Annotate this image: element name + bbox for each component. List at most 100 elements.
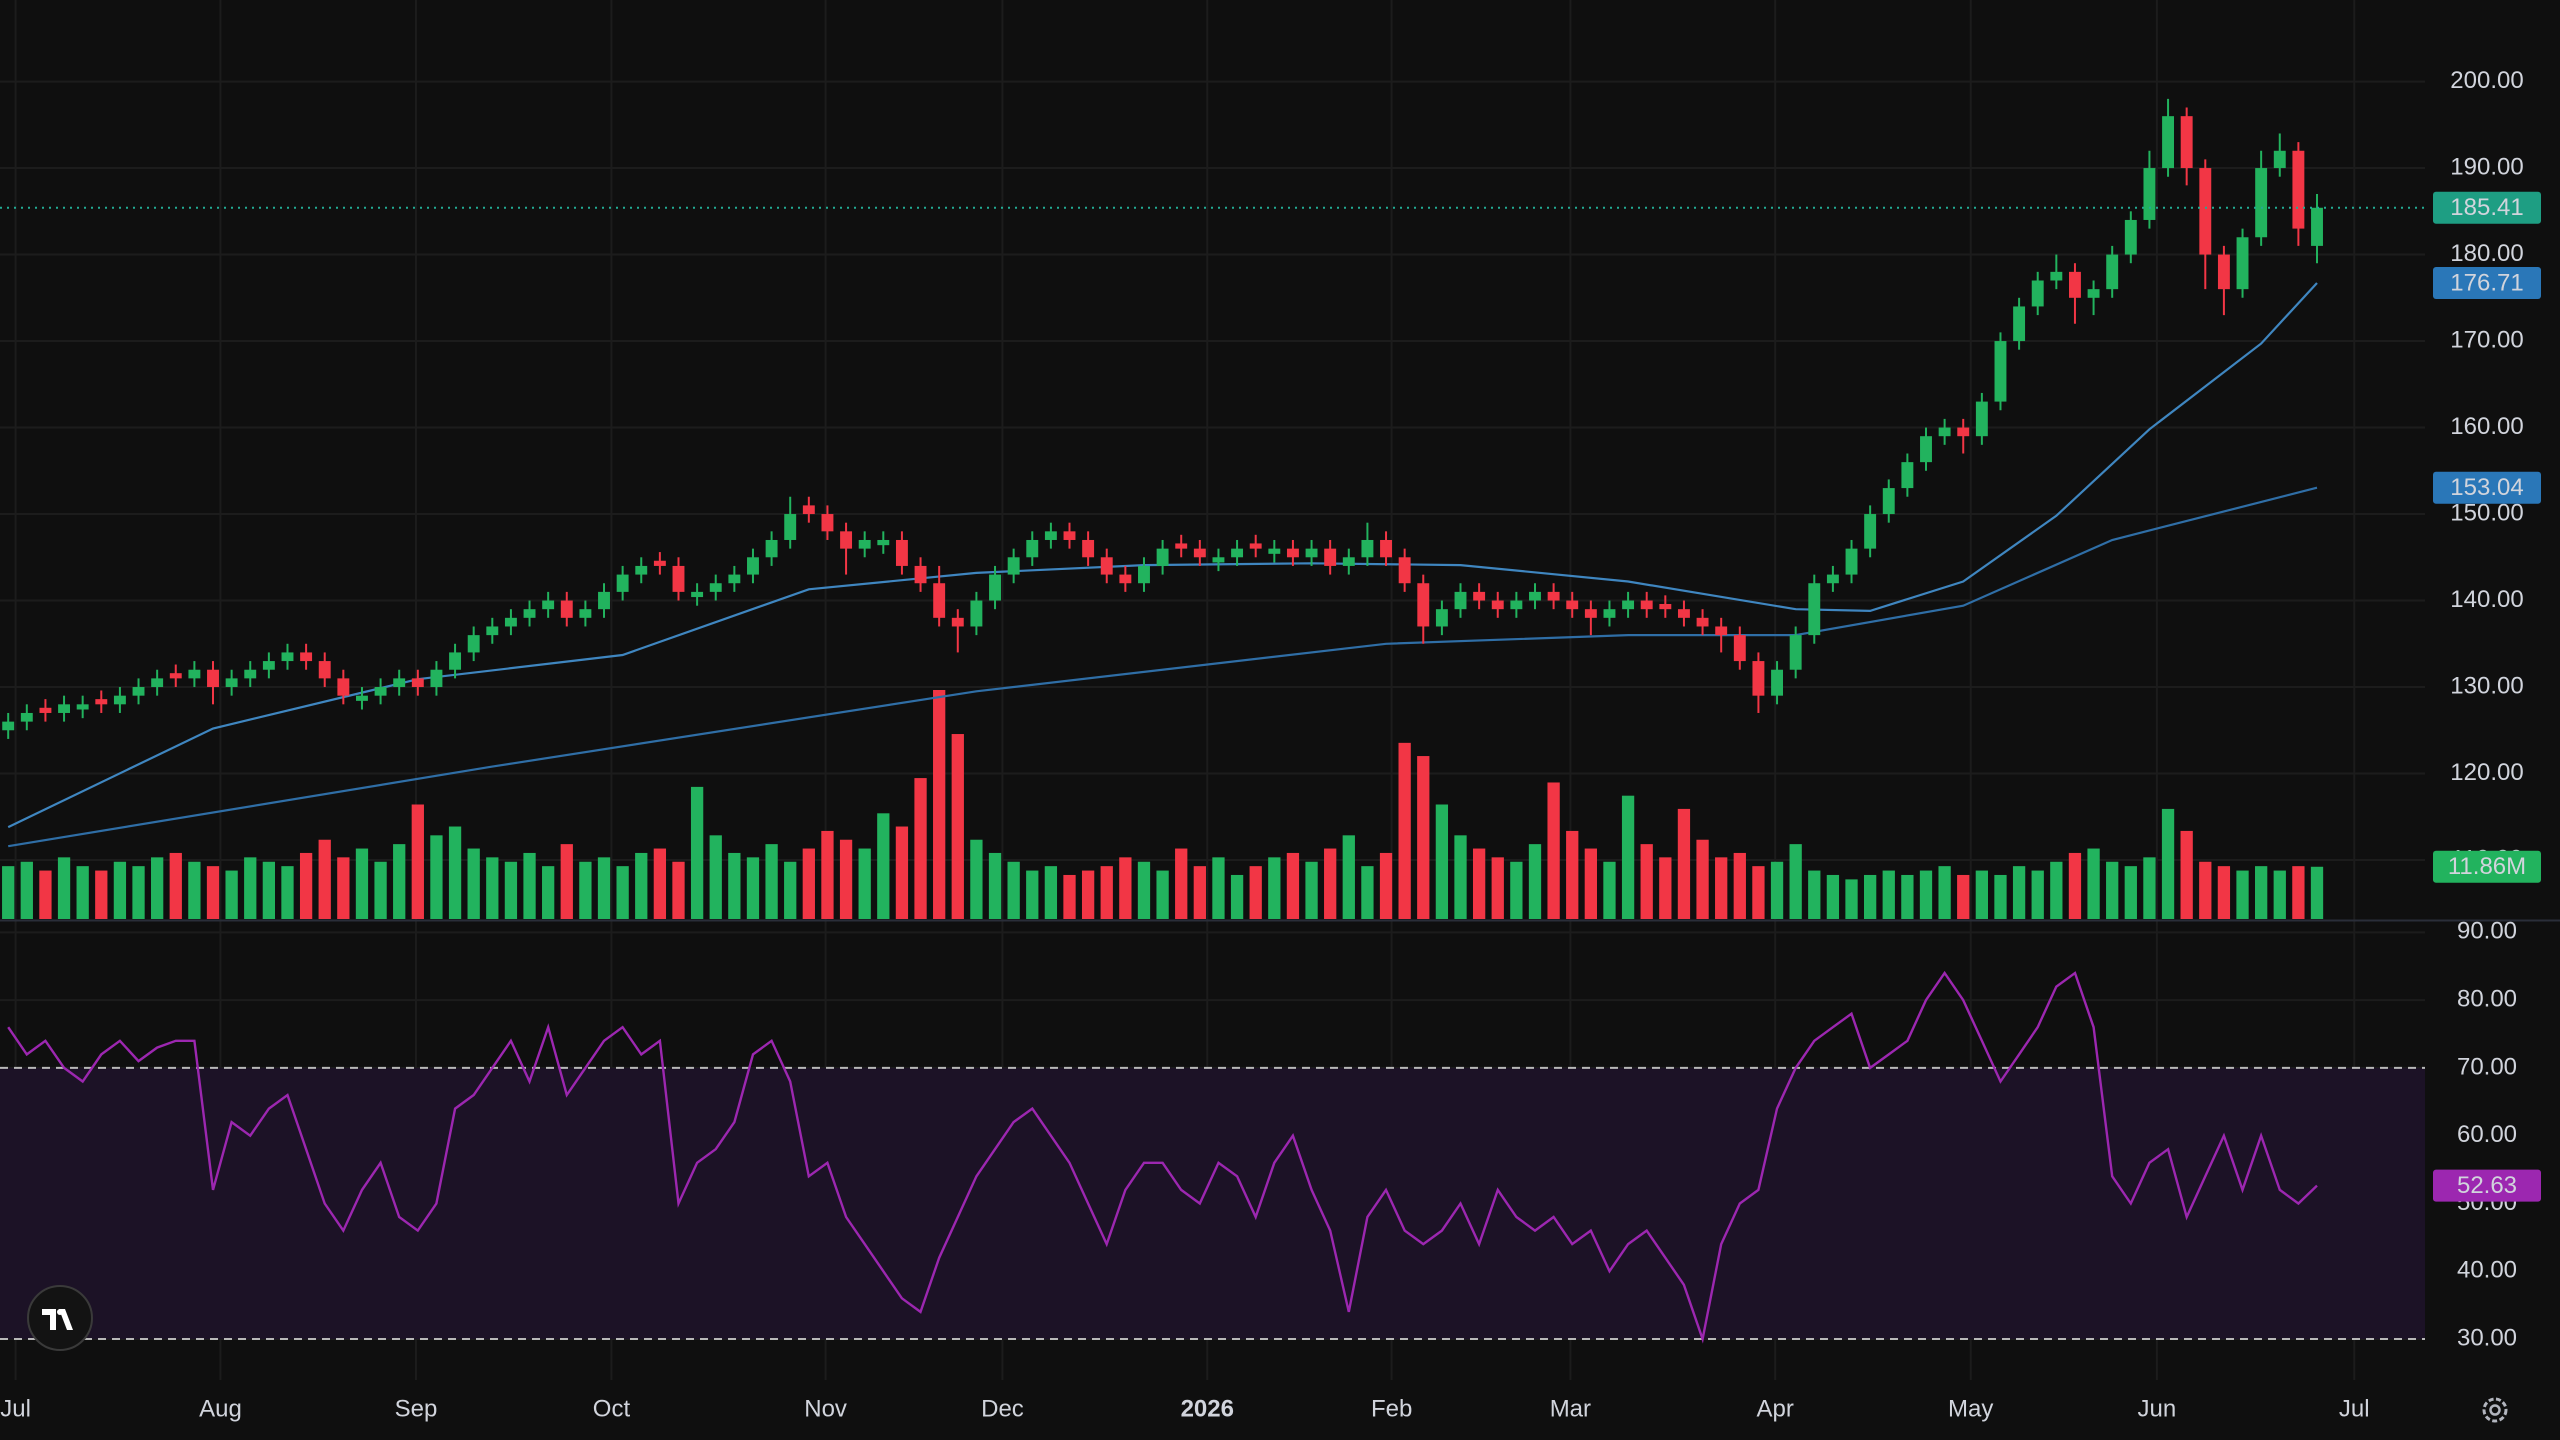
- candle-body: [858, 539, 871, 549]
- volume-bar: [1491, 857, 1504, 919]
- candle-body: [523, 609, 536, 618]
- volume-bar: [1566, 830, 1579, 919]
- candle-body: [1696, 617, 1709, 627]
- candle-body: [2255, 168, 2268, 238]
- volume-bar: [1268, 857, 1281, 919]
- candle-body: [1845, 548, 1858, 575]
- candle-body: [970, 600, 983, 627]
- volume-bar: [784, 861, 797, 919]
- moving-average-line: [8, 486, 2318, 848]
- rsi-line: [7, 970, 2318, 1344]
- candle-body: [2124, 219, 2137, 255]
- volume-bar: [1305, 861, 1318, 919]
- volume-bar: [504, 861, 518, 919]
- volume-bar: [467, 848, 480, 919]
- volume-bar: [1938, 866, 1951, 919]
- volume-bar: [1603, 861, 1616, 919]
- candle-body: [225, 678, 238, 688]
- volume-bar: [39, 870, 52, 919]
- volume-bar: [653, 848, 667, 919]
- volume-bar: [1379, 852, 1393, 919]
- candle-body: [1380, 539, 1392, 558]
- candle-body: [1100, 557, 1113, 575]
- volume-bar: [244, 857, 257, 919]
- candle-body: [951, 617, 964, 627]
- volume-bar: [597, 857, 611, 919]
- candle-body: [635, 565, 648, 575]
- candle-body: [653, 560, 666, 566]
- candle-body: [151, 678, 164, 688]
- volume-bar: [2217, 866, 2231, 919]
- candle-body: [840, 531, 853, 549]
- volume-bar: [2273, 870, 2286, 919]
- y-tick-label: 200.00: [2450, 67, 2523, 94]
- volume-bar: [113, 861, 127, 919]
- volume-bar: [1640, 844, 1653, 919]
- candle-body: [1286, 548, 1299, 558]
- candle-body: [1026, 539, 1039, 558]
- candle-body: [784, 514, 797, 540]
- candle-body: [579, 609, 592, 618]
- candle-body: [1491, 600, 1504, 610]
- candle-body: [1808, 583, 1821, 636]
- candle-body: [1007, 557, 1020, 575]
- candle-body: [76, 704, 89, 710]
- volume-bar: [225, 870, 238, 919]
- volume-bar: [2199, 861, 2212, 919]
- y-tick-label: 140.00: [2450, 586, 2523, 613]
- volume-bar: [281, 866, 294, 919]
- volume-bar: [914, 778, 927, 919]
- candle-body: [1435, 609, 1448, 627]
- candle-body: [132, 687, 145, 696]
- volume-bar: [1398, 742, 1411, 919]
- candle-body: [318, 661, 331, 679]
- volume-bar: [2255, 866, 2268, 919]
- volume-bar: [821, 830, 834, 919]
- candle-body: [1789, 635, 1802, 670]
- volume-bar: [1137, 861, 1151, 919]
- candle-body: [262, 661, 275, 670]
- candle-body: [1044, 531, 1057, 540]
- x-tick-label: Oct: [593, 1395, 631, 1422]
- candle-body: [765, 539, 778, 558]
- price-label-box: [2433, 1169, 2541, 1202]
- candle-body: [1901, 462, 1914, 489]
- volume-bar: [411, 804, 424, 919]
- volume-bar: [2068, 852, 2082, 919]
- candle-body: [486, 626, 499, 636]
- candle-body: [1771, 669, 1784, 696]
- x-tick-label: Jul: [2339, 1395, 2370, 1422]
- candle-body: [1342, 557, 1355, 566]
- candle-body: [1733, 635, 1746, 662]
- settings-button[interactable]: [2482, 1397, 2508, 1423]
- volume-bar: [1789, 844, 1802, 919]
- y-tick-label: 30.00: [2457, 1324, 2517, 1351]
- candle-body: [2087, 289, 2100, 298]
- logo[interactable]: [27, 1285, 93, 1351]
- candle-body: [2162, 116, 2175, 169]
- volume-bar: [728, 852, 741, 919]
- candle-body: [691, 591, 704, 598]
- volume-bar: [616, 866, 629, 919]
- volume-bar: [1957, 874, 1970, 919]
- y-tick-label: 80.00: [2457, 985, 2517, 1012]
- candle-body: [1249, 543, 1262, 549]
- candle-body: [1566, 600, 1579, 610]
- candle-body: [2236, 237, 2249, 290]
- volume-bar: [1659, 857, 1672, 919]
- volume-bar: [1696, 839, 1709, 919]
- candle-body: [802, 505, 815, 515]
- candle-body: [1212, 557, 1225, 563]
- candle-body: [58, 704, 71, 713]
- volume-bar: [393, 844, 406, 919]
- candle-body: [2217, 254, 2230, 290]
- candle-body: [2311, 207, 2323, 246]
- volume-bar: [151, 857, 164, 919]
- candle-body: [39, 707, 52, 713]
- y-tick-label: 70.00: [2457, 1053, 2517, 1080]
- volume-bar: [579, 861, 592, 919]
- volume-bar: [337, 857, 350, 919]
- volume-bar: [355, 848, 369, 919]
- volume-bar: [2180, 830, 2193, 919]
- price-label-box: [2433, 191, 2541, 224]
